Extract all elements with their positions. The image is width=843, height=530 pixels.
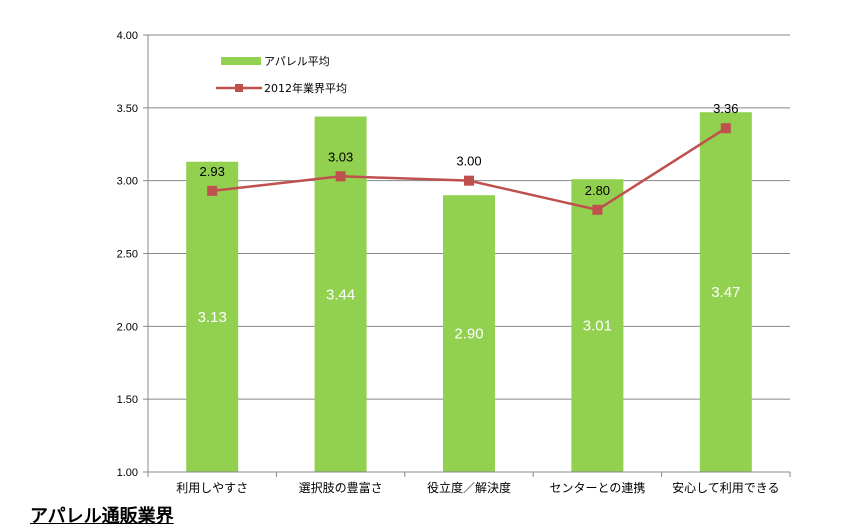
line-value-label: 2.93 [200,164,225,179]
line-value-label: 3.00 [456,154,481,169]
line-marker [592,204,603,215]
y-tick-label: 4.00 [117,30,138,42]
y-tick-label: 2.50 [117,249,138,261]
y-tick-label: 1.00 [117,467,138,479]
x-axis: 利用しやすさ 選択肢の豊富さ 役立度／解決度 センターとの連携 安心して利用できる [147,471,791,495]
line-marker [720,123,731,134]
line-marker [207,185,218,196]
line-value-label: 3.36 [713,101,738,116]
chart: 1.00 1.50 2.00 2.50 3.00 3.50 4.00 3.13 3.44 2.9… [117,30,791,495]
legend-bar-swatch [221,57,261,65]
bar-value-label: 2.90 [454,326,483,343]
line-value-label: 2.80 [585,183,610,198]
bar-value-label: 3.44 [326,286,355,303]
bar [186,161,239,473]
bar-value-label: 3.47 [711,284,740,301]
bar-value-label: 3.13 [198,309,227,326]
legend-line-label: 2012年業界平均 [264,81,347,95]
x-category-label: センターとの連携 [549,480,645,495]
bar [699,112,752,472]
x-category-label: 安心して利用できる [672,480,779,495]
bar-value-label: 3.01 [583,318,612,335]
legend-bar-label: アパレル平均 [264,55,330,68]
legend-line-marker [235,84,243,92]
x-category-label: 役立度／解決度 [427,480,511,495]
x-category-label: 利用しやすさ [176,481,248,495]
y-tick-label: 2.00 [117,321,138,333]
bar [571,179,624,472]
y-tick-label: 3.00 [117,176,138,188]
bar [443,195,495,472]
y-tick-label: 1.50 [117,394,138,406]
line-value-label: 3.03 [328,149,353,164]
caption: アパレル通販業界 [30,506,174,527]
y-axis: 1.00 1.50 2.00 2.50 3.00 3.50 4.00 [117,30,149,479]
line-series: 2.93 3.03 3.00 2.80 3.36 [200,101,738,215]
y-tick-label: 3.50 [117,103,138,115]
line-marker [464,175,474,186]
x-category-label: 選択肢の豊富さ [299,480,383,495]
line-marker [335,171,346,182]
legend: アパレル平均 2012年業界平均 [216,55,347,95]
